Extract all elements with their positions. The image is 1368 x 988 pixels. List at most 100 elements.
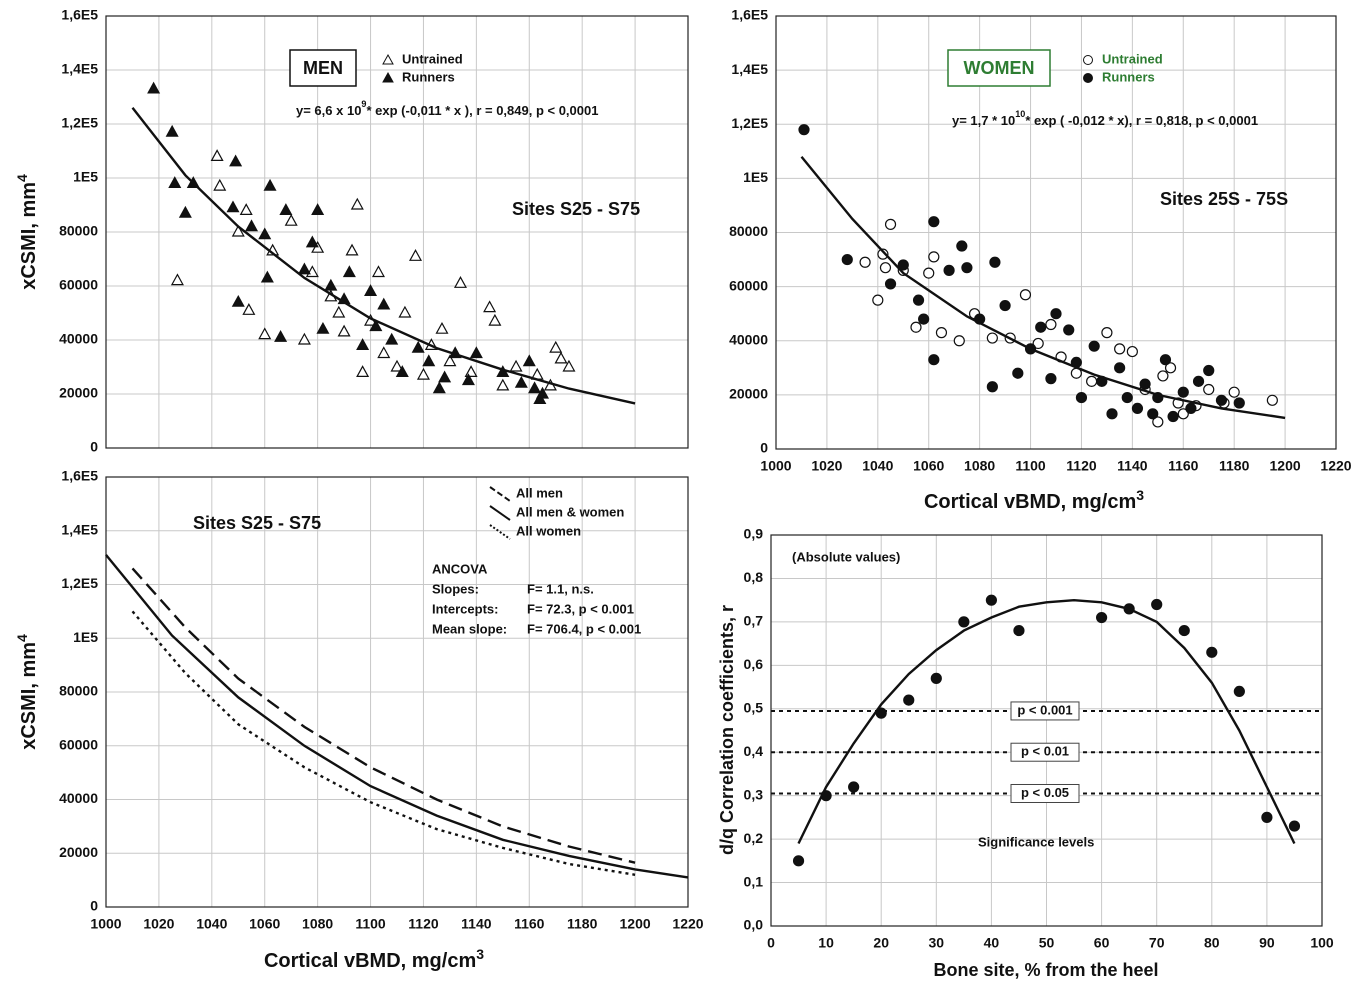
circle-point: [1167, 410, 1179, 423]
x-tick-label: 1060: [913, 458, 944, 474]
y-tick-label: 60000: [59, 277, 98, 293]
y-tick-label: 20000: [59, 844, 98, 860]
x-axis-label-part: 3: [476, 946, 484, 962]
legend-label: All men & women: [516, 504, 624, 519]
fit-curve: [131, 107, 636, 405]
significance-box: [1010, 783, 1080, 803]
circle-point: [1233, 397, 1245, 409]
y-tick-label: 1,6E5: [61, 468, 98, 484]
x-axis-label-part: 3: [1136, 487, 1144, 503]
triangle-point: [395, 365, 409, 377]
x-tick-label: 1160: [514, 916, 545, 932]
ancova-cell: Slopes:: [432, 581, 479, 596]
triangle-point: [239, 203, 253, 215]
x-tick-label: 20: [873, 935, 889, 951]
y-tick-label: 1,4E5: [731, 61, 768, 77]
equation-part: * exp ( -0,012 * x), r = 0,818, p < 0,00…: [1025, 113, 1258, 128]
x-tick-label: 1220: [1320, 458, 1351, 474]
triangle-point: [453, 276, 468, 288]
circle-point: [912, 294, 925, 306]
y-tick-label: 1,6E5: [61, 7, 98, 23]
triangle-point: [178, 205, 192, 218]
triangle-point: [390, 359, 404, 372]
y-tick-label: 0,7: [744, 613, 764, 629]
circle-point: [1075, 391, 1088, 404]
triangle-point: [305, 235, 319, 248]
triangle-point: [297, 262, 311, 275]
circle-point: [935, 327, 948, 339]
significance-label: p < 0.01: [1021, 744, 1069, 759]
equation-part: * exp (-0,011 * x ), r = 0,849, p < 0,00…: [366, 103, 598, 118]
y-axis-label-part: xCSMI, mm: [18, 642, 40, 750]
circle-point: [1013, 624, 1025, 637]
ancova-cell: F= 706.4, p < 0.001: [527, 621, 641, 636]
triangle-point: [242, 303, 256, 315]
triangle-point: [432, 381, 446, 394]
circle-point: [1266, 394, 1278, 406]
x-tick-label: 1200: [1270, 458, 1301, 474]
x-axis-label-part: Cortical vBMD, mg/cm: [924, 491, 1136, 513]
triangle-point: [170, 273, 184, 286]
triangle-point: [324, 278, 338, 291]
significance-box: [1010, 701, 1080, 721]
annotation: (Absolute values): [792, 549, 900, 564]
circle-point: [1106, 408, 1118, 420]
triangle-point: [371, 265, 385, 278]
circle-point: [1159, 354, 1172, 366]
triangle-point: [231, 294, 245, 307]
circle-point: [877, 248, 889, 260]
y-tick-label: 1E5: [73, 169, 98, 185]
fit-curve: [105, 554, 689, 879]
y-tick-label: 80000: [59, 683, 98, 699]
equation-part: 9: [361, 99, 366, 109]
circle-point: [930, 672, 942, 684]
triangle-point: [509, 359, 523, 372]
x-tick-label: 1180: [1219, 458, 1250, 474]
triangle-point: [213, 178, 227, 191]
circle-point: [1261, 811, 1273, 823]
circle-point: [1045, 373, 1057, 385]
x-tick-label: 40: [984, 935, 1000, 951]
triangle-point: [435, 321, 449, 334]
x-tick-label: 50: [1039, 935, 1055, 951]
y-tick-label: 1,2E5: [61, 115, 98, 131]
y-tick-label: 1E5: [73, 629, 98, 645]
circle-point: [1019, 289, 1032, 301]
y-tick-label: 20000: [59, 385, 98, 401]
x-tick-label: 0: [767, 935, 775, 951]
circle-point: [1192, 375, 1205, 387]
triangle-point: [345, 243, 359, 256]
x-axis-label: Bone site, % from the heel: [933, 960, 1158, 980]
y-tick-label: 0,6: [744, 656, 764, 672]
ancova-cell: Intercepts:: [432, 601, 498, 616]
y-tick-label: 0,0: [744, 917, 764, 933]
x-tick-label: 1020: [143, 916, 174, 932]
y-axis-label-part: d/q Correlation coefficients, r: [717, 605, 737, 855]
title-box: [289, 49, 357, 87]
y-tick-label: 80000: [59, 223, 98, 239]
ancova-title: ANCOVA: [432, 561, 488, 576]
circle-point: [1086, 375, 1098, 387]
triangle-point: [385, 332, 399, 345]
circle-point: [1157, 370, 1169, 382]
y-tick-label: 0,8: [744, 569, 764, 585]
triangle-point: [514, 375, 528, 388]
circle-point: [1203, 383, 1215, 396]
triangle-point: [377, 297, 391, 310]
circle-point: [1164, 362, 1177, 374]
legend-line: [489, 524, 511, 540]
circle-point: [923, 267, 935, 279]
x-tick-label: 1220: [672, 916, 703, 932]
circle-point: [928, 251, 940, 263]
circle-point: [1126, 345, 1138, 358]
legend-label: Runners: [402, 69, 455, 84]
circle-point: [1151, 598, 1163, 611]
x-tick-label: 100: [1310, 935, 1334, 951]
y-axis-label-part: 4: [14, 174, 30, 182]
y-tick-label: 0: [90, 439, 98, 455]
annotation: Sites 25S - 75S: [1160, 189, 1288, 209]
equation: y= 1,7 * 1010* exp ( -0,012 * x), r = 0,…: [952, 109, 1258, 128]
triangle-point: [147, 81, 161, 94]
y-tick-label: 20000: [729, 386, 768, 402]
triangle-point: [231, 224, 245, 237]
